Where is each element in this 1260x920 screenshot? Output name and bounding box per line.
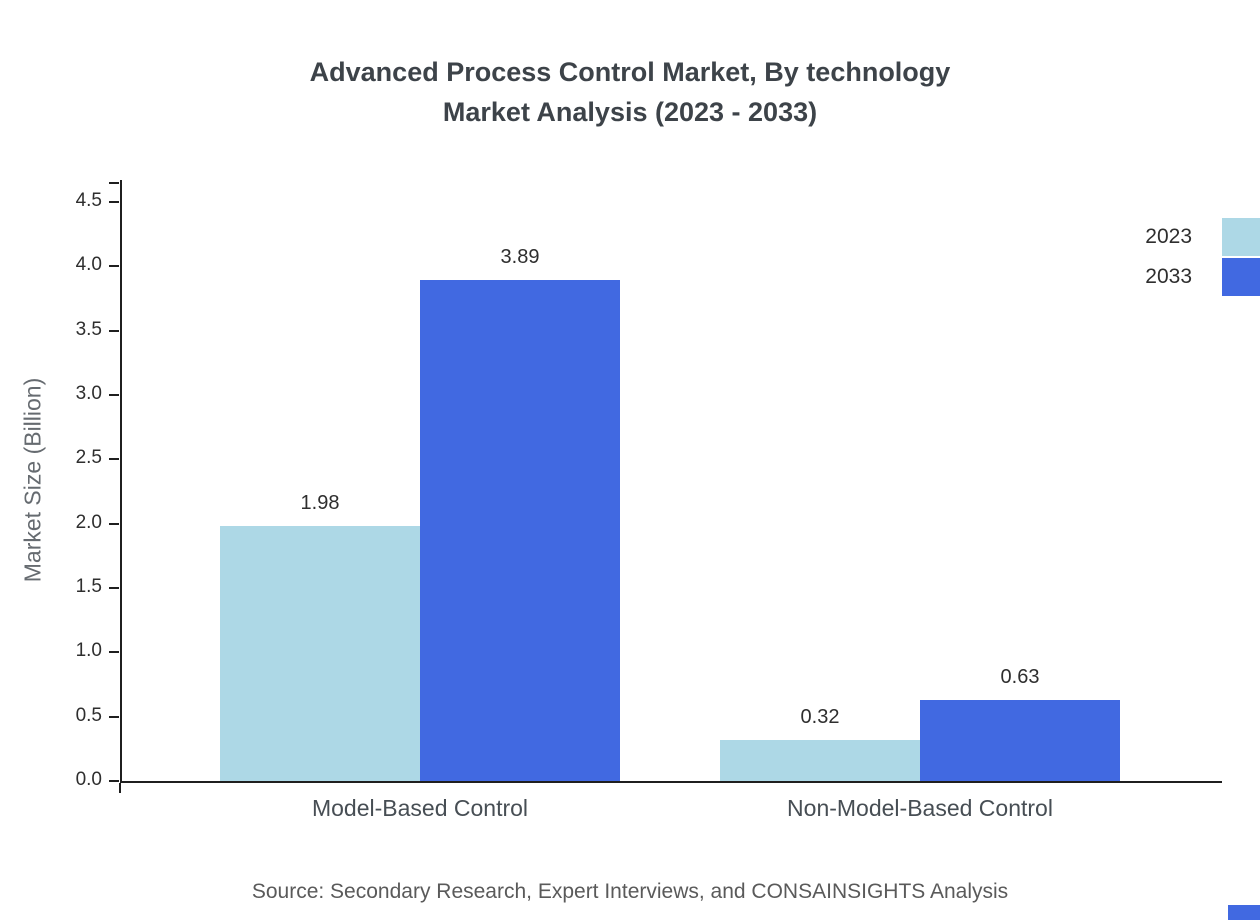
legend-item-2033: 2033 bbox=[1000, 257, 1260, 297]
value-label-2023-0: 1.98 bbox=[300, 492, 340, 515]
x-category-label-1: Non-Model-Based Control bbox=[787, 795, 1053, 821]
y-tick-3.0 bbox=[109, 394, 119, 396]
y-tick-label-0.0: 0.0 bbox=[75, 769, 102, 790]
y-tick-1.0 bbox=[109, 651, 119, 654]
legend-item-2023: 2023 bbox=[1000, 217, 1260, 257]
legend-swatch-2033 bbox=[1222, 258, 1260, 296]
bar-2023-0 bbox=[220, 526, 420, 781]
y-tick-label-4.5: 4.5 bbox=[75, 190, 102, 211]
y-tick-label-0.5: 0.5 bbox=[75, 704, 102, 726]
y-tick-label-3.5: 3.5 bbox=[75, 318, 102, 340]
y-axis-endcap-tick bbox=[109, 182, 119, 184]
value-label-2033-0: 3.89 bbox=[500, 246, 540, 269]
y-tick-2.0 bbox=[109, 522, 119, 525]
legend-swatch-2023 bbox=[1222, 218, 1260, 256]
bar-2033-0 bbox=[420, 280, 620, 781]
y-tick-label-4.0: 4.0 bbox=[75, 254, 102, 276]
bar-2033-1 bbox=[920, 699, 1120, 781]
legend-label-2033: 2033 bbox=[1145, 265, 1192, 288]
y-tick-0.5 bbox=[109, 715, 119, 718]
chart-title-line1: Advanced Process Control Market, By tech… bbox=[309, 57, 951, 87]
x-origin-tick bbox=[119, 783, 121, 793]
y-tick-label-2.5: 2.5 bbox=[75, 447, 102, 469]
legend: 2023 2033 bbox=[1000, 217, 1260, 297]
chart-title-line2: Market Analysis (2023 - 2033) bbox=[442, 97, 818, 127]
x-category-label-0: Model-Based Control bbox=[311, 795, 529, 821]
chart-title: Advanced Process Control Market, By tech… bbox=[0, 52, 1260, 132]
value-label-2023-1: 0.32 bbox=[800, 705, 840, 728]
y-tick-0.0 bbox=[109, 780, 119, 782]
y-tick-4.5 bbox=[109, 201, 119, 203]
y-tick-1.5 bbox=[109, 587, 119, 589]
plot-area bbox=[120, 180, 1222, 783]
y-tick-2.5 bbox=[109, 458, 119, 461]
y-tick-label-3.0: 3.0 bbox=[75, 383, 102, 404]
legend-label-2023: 2023 bbox=[1145, 225, 1192, 248]
value-label-2033-1: 0.63 bbox=[1000, 665, 1040, 688]
y-tick-3.5 bbox=[109, 329, 119, 332]
bar-2023-1 bbox=[720, 739, 920, 781]
y-axis-title: Market Size (Billion) bbox=[19, 377, 46, 583]
y-tick-label-2.0: 2.0 bbox=[75, 511, 102, 533]
y-tick-4.0 bbox=[109, 265, 119, 268]
y-tick-label-1.5: 1.5 bbox=[75, 576, 102, 597]
bottom-right-accent bbox=[1228, 905, 1260, 920]
source-attribution: Source: Secondary Research, Expert Inter… bbox=[251, 880, 1009, 903]
y-tick-label-1.0: 1.0 bbox=[75, 640, 102, 662]
